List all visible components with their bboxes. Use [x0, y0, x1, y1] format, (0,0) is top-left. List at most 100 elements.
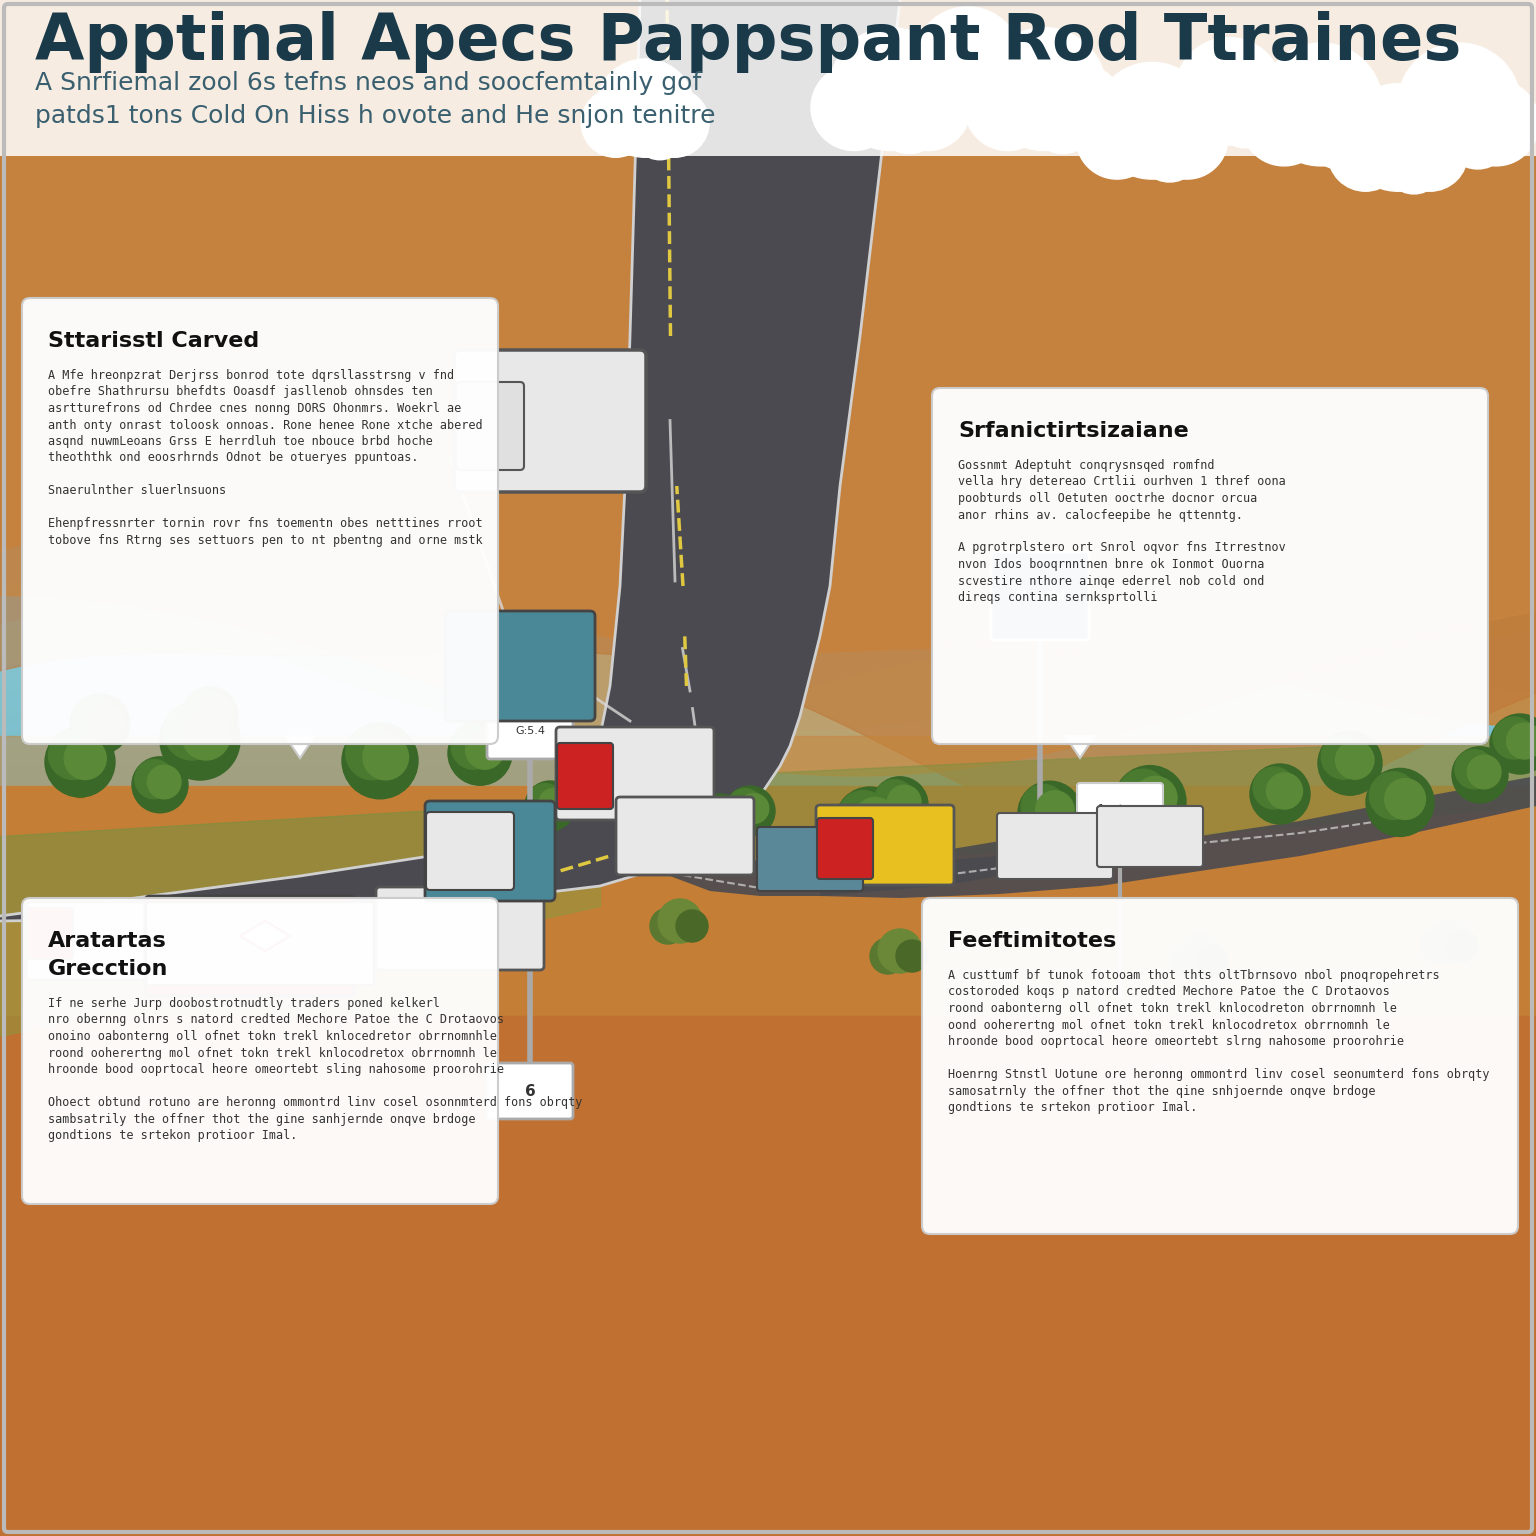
Circle shape — [895, 940, 928, 972]
Circle shape — [45, 727, 115, 797]
Circle shape — [1253, 766, 1295, 809]
Circle shape — [885, 65, 971, 151]
Circle shape — [1018, 782, 1081, 845]
Circle shape — [1158, 69, 1235, 146]
FancyBboxPatch shape — [817, 819, 872, 879]
Circle shape — [49, 731, 97, 779]
Circle shape — [739, 794, 768, 823]
Circle shape — [690, 794, 750, 854]
Circle shape — [1444, 101, 1511, 169]
FancyBboxPatch shape — [1077, 783, 1163, 859]
FancyBboxPatch shape — [816, 805, 954, 885]
Circle shape — [725, 786, 776, 836]
Circle shape — [1224, 69, 1299, 146]
Circle shape — [164, 703, 220, 760]
FancyBboxPatch shape — [487, 703, 573, 759]
Circle shape — [309, 919, 352, 963]
FancyBboxPatch shape — [487, 1063, 573, 1120]
Circle shape — [1507, 723, 1536, 759]
Circle shape — [1452, 746, 1508, 803]
Circle shape — [1384, 135, 1444, 194]
FancyBboxPatch shape — [757, 826, 863, 891]
FancyBboxPatch shape — [616, 797, 754, 876]
Text: A Snrfiemal zool 6s tefns neos and soocfemtainly gof
patds1 tons Cold On Hiss h : A Snrfiemal zool 6s tefns neos and soocf… — [35, 71, 716, 129]
Circle shape — [1493, 717, 1534, 759]
FancyBboxPatch shape — [22, 298, 498, 743]
Circle shape — [888, 785, 922, 819]
Circle shape — [1306, 101, 1373, 169]
Circle shape — [1077, 97, 1158, 180]
Circle shape — [897, 40, 974, 115]
Polygon shape — [286, 736, 315, 757]
Circle shape — [1318, 731, 1382, 796]
Circle shape — [1428, 919, 1471, 963]
Circle shape — [1398, 43, 1521, 166]
Text: Apptinal Apecs Pappspant Rod Ttraines: Apptinal Apecs Pappspant Rod Ttraines — [35, 11, 1461, 74]
Circle shape — [693, 797, 736, 839]
Circle shape — [965, 65, 1051, 151]
Circle shape — [836, 786, 905, 857]
Circle shape — [1315, 80, 1401, 166]
Text: G:5.4: G:5.4 — [515, 727, 545, 736]
Circle shape — [71, 694, 131, 754]
Circle shape — [1137, 118, 1201, 183]
Circle shape — [1267, 773, 1303, 809]
Circle shape — [135, 760, 174, 799]
Circle shape — [1336, 740, 1375, 779]
Circle shape — [1094, 63, 1210, 180]
Text: Srfanictirtsizaiane: Srfanictirtsizaiane — [958, 421, 1189, 441]
Circle shape — [1490, 714, 1536, 774]
Circle shape — [1038, 65, 1124, 151]
FancyBboxPatch shape — [997, 813, 1114, 879]
Text: A Mfe hreonpzrat Derjrss bonrod tote dqrsllasstrsng v fnd
obefre Shathrursu bhef: A Mfe hreonpzrat Derjrss bonrod tote dqr… — [48, 369, 482, 547]
FancyBboxPatch shape — [376, 886, 544, 971]
FancyBboxPatch shape — [456, 382, 524, 470]
Circle shape — [1453, 80, 1536, 166]
Circle shape — [1241, 80, 1327, 166]
Circle shape — [954, 58, 1014, 117]
Circle shape — [98, 909, 141, 952]
Circle shape — [198, 696, 230, 728]
Circle shape — [326, 929, 358, 962]
FancyBboxPatch shape — [991, 551, 1089, 641]
Circle shape — [596, 58, 694, 157]
Circle shape — [876, 86, 943, 154]
Circle shape — [1178, 934, 1223, 978]
Circle shape — [117, 920, 147, 952]
Polygon shape — [820, 776, 1536, 899]
FancyBboxPatch shape — [144, 895, 355, 995]
Circle shape — [728, 788, 762, 823]
Circle shape — [527, 783, 562, 819]
Circle shape — [1215, 89, 1275, 147]
Circle shape — [641, 89, 710, 157]
Circle shape — [1445, 929, 1478, 962]
Circle shape — [1170, 943, 1206, 978]
FancyBboxPatch shape — [22, 899, 498, 1204]
Circle shape — [869, 938, 906, 974]
Circle shape — [581, 89, 650, 157]
Circle shape — [132, 757, 187, 813]
Circle shape — [1118, 770, 1167, 820]
Circle shape — [1327, 115, 1404, 192]
Text: flyertuna
Afeqtv
ns Dkurd: flyertuna Afeqtv ns Dkurd — [1098, 803, 1143, 839]
Circle shape — [465, 731, 504, 770]
Circle shape — [1419, 928, 1456, 965]
Circle shape — [707, 803, 742, 839]
FancyBboxPatch shape — [558, 743, 613, 809]
FancyBboxPatch shape — [932, 389, 1488, 743]
Circle shape — [1146, 97, 1227, 180]
FancyBboxPatch shape — [26, 902, 174, 980]
Circle shape — [1260, 43, 1382, 166]
Text: Feeftimitotes: Feeftimitotes — [948, 931, 1117, 951]
FancyBboxPatch shape — [1097, 806, 1203, 866]
Circle shape — [1250, 763, 1310, 823]
Circle shape — [343, 723, 418, 799]
FancyBboxPatch shape — [556, 727, 714, 820]
Circle shape — [449, 722, 511, 785]
Circle shape — [854, 797, 895, 840]
FancyBboxPatch shape — [0, 0, 1536, 157]
Text: Grecction: Grecction — [48, 958, 169, 978]
Circle shape — [181, 687, 238, 743]
Polygon shape — [240, 922, 290, 951]
Circle shape — [1114, 765, 1186, 837]
